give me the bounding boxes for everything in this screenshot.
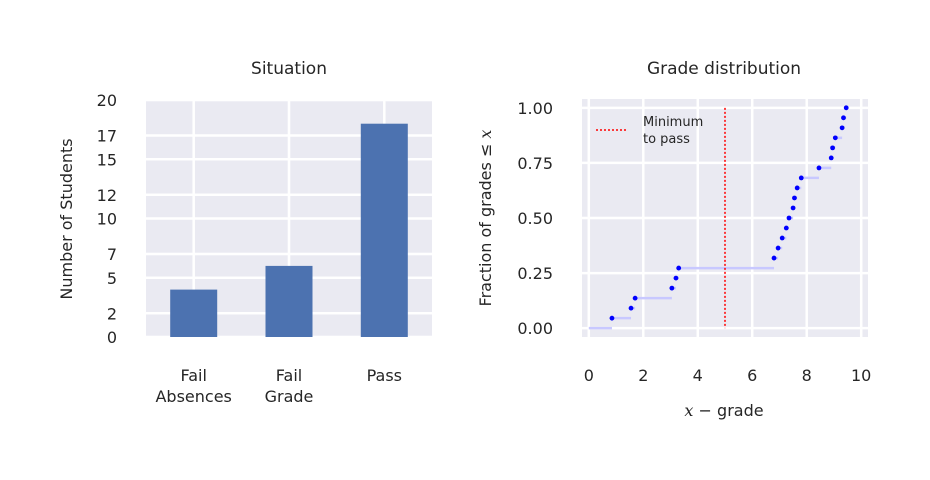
cdf-x-axis-label: x − grade bbox=[684, 401, 763, 420]
cdf-point bbox=[841, 115, 846, 121]
cdf-point bbox=[790, 205, 796, 211]
cdf-point bbox=[786, 215, 792, 221]
cdf-x-tick-labels: 0 2 4 6 8 10 bbox=[584, 366, 872, 385]
cdf-y-tick-labels: 0.00 0.25 0.50 0.75 1.00 bbox=[517, 99, 553, 338]
bar-chart-title: Situation bbox=[251, 59, 327, 79]
cdf-x-axis-label-text: − grade bbox=[693, 401, 763, 420]
cdf-point bbox=[609, 315, 615, 321]
cdf-point bbox=[673, 275, 679, 281]
cdf-point bbox=[669, 285, 675, 291]
cdf-x-tick-label: 10 bbox=[851, 366, 871, 385]
bar-y-tick-label: 0 bbox=[107, 328, 117, 347]
cdf-y-tick-label: 0.50 bbox=[517, 209, 553, 228]
bar-x-tick-label: Absences bbox=[155, 387, 231, 406]
cdf-x-tick-label: 8 bbox=[802, 366, 812, 385]
bar-x-tick-label: Grade bbox=[265, 387, 314, 406]
cdf-point bbox=[843, 105, 849, 111]
bar bbox=[360, 123, 408, 337]
cdf-point bbox=[792, 195, 797, 201]
cdf-y-tick-label: 1.00 bbox=[517, 99, 553, 118]
cdf-x-tick-label: 2 bbox=[638, 366, 648, 385]
bar-y-tick-label: 2 bbox=[107, 304, 117, 323]
bar-y-tick-label: 17 bbox=[97, 127, 117, 146]
cdf-point bbox=[779, 235, 785, 241]
cdf-point bbox=[832, 135, 838, 141]
bar-y-tick-label: 20 bbox=[97, 91, 117, 110]
cdf-y-axis-label: Fraction of grades ≤ x bbox=[476, 130, 495, 307]
bar-y-axis-label: Number of Students bbox=[57, 138, 76, 299]
cdf-point bbox=[775, 245, 781, 251]
cdf-x-tick-label: 6 bbox=[747, 366, 757, 385]
legend-label-line1: Minimum bbox=[643, 115, 703, 130]
bar-x-tick-labels: Fail Absences Fail Grade Pass bbox=[155, 366, 402, 406]
cdf-point bbox=[676, 265, 682, 271]
cdf-y-axis-label-text: Fraction of grades ≤ bbox=[476, 139, 495, 307]
grade-distribution-chart: Grade distribution 0.000.250.500.751.00 … bbox=[476, 59, 871, 420]
cdf-point bbox=[798, 175, 804, 181]
bar bbox=[265, 265, 313, 337]
bar-marks bbox=[170, 123, 408, 337]
cdf-point bbox=[632, 295, 638, 301]
cdf-legend: Minimum to pass bbox=[596, 115, 703, 147]
bar-y-tick-label: 5 bbox=[107, 269, 117, 288]
cdf-x-tick-label: 4 bbox=[693, 366, 703, 385]
cdf-point bbox=[628, 305, 634, 311]
cdf-chart-title: Grade distribution bbox=[647, 59, 801, 79]
bar-y-tick-labels: 0 2 5 7 10 12 15 17 20 bbox=[97, 91, 117, 347]
cdf-y-tick-label: 0.00 bbox=[517, 319, 553, 338]
cdf-x-tick-label: 0 bbox=[584, 366, 594, 385]
cdf-points bbox=[609, 105, 849, 321]
cdf-point bbox=[839, 125, 845, 131]
cdf-point bbox=[771, 255, 777, 261]
bar-y-tick-label: 7 bbox=[107, 245, 117, 264]
cdf-x-axis-label-math: x bbox=[684, 401, 693, 420]
bar-y-tick-label: 12 bbox=[97, 186, 117, 205]
bar-y-tick-label: 10 bbox=[97, 210, 117, 229]
cdf-point bbox=[783, 225, 789, 231]
bar bbox=[170, 289, 218, 337]
cdf-point bbox=[828, 155, 834, 161]
cdf-point bbox=[794, 185, 800, 191]
cdf-point bbox=[830, 145, 835, 151]
cdf-point bbox=[816, 165, 822, 171]
bar-x-tick-label: Pass bbox=[367, 366, 402, 385]
bar-x-tick-label: Fail bbox=[180, 366, 206, 385]
bar-y-tick-label: 15 bbox=[97, 150, 117, 169]
legend-label-line2: to pass bbox=[643, 132, 690, 147]
cdf-y-axis-label-math: x bbox=[476, 130, 495, 139]
cdf-y-tick-label: 0.75 bbox=[517, 154, 553, 173]
cdf-y-tick-label: 0.25 bbox=[517, 264, 553, 283]
bar-x-tick-label: Fail bbox=[276, 366, 302, 385]
